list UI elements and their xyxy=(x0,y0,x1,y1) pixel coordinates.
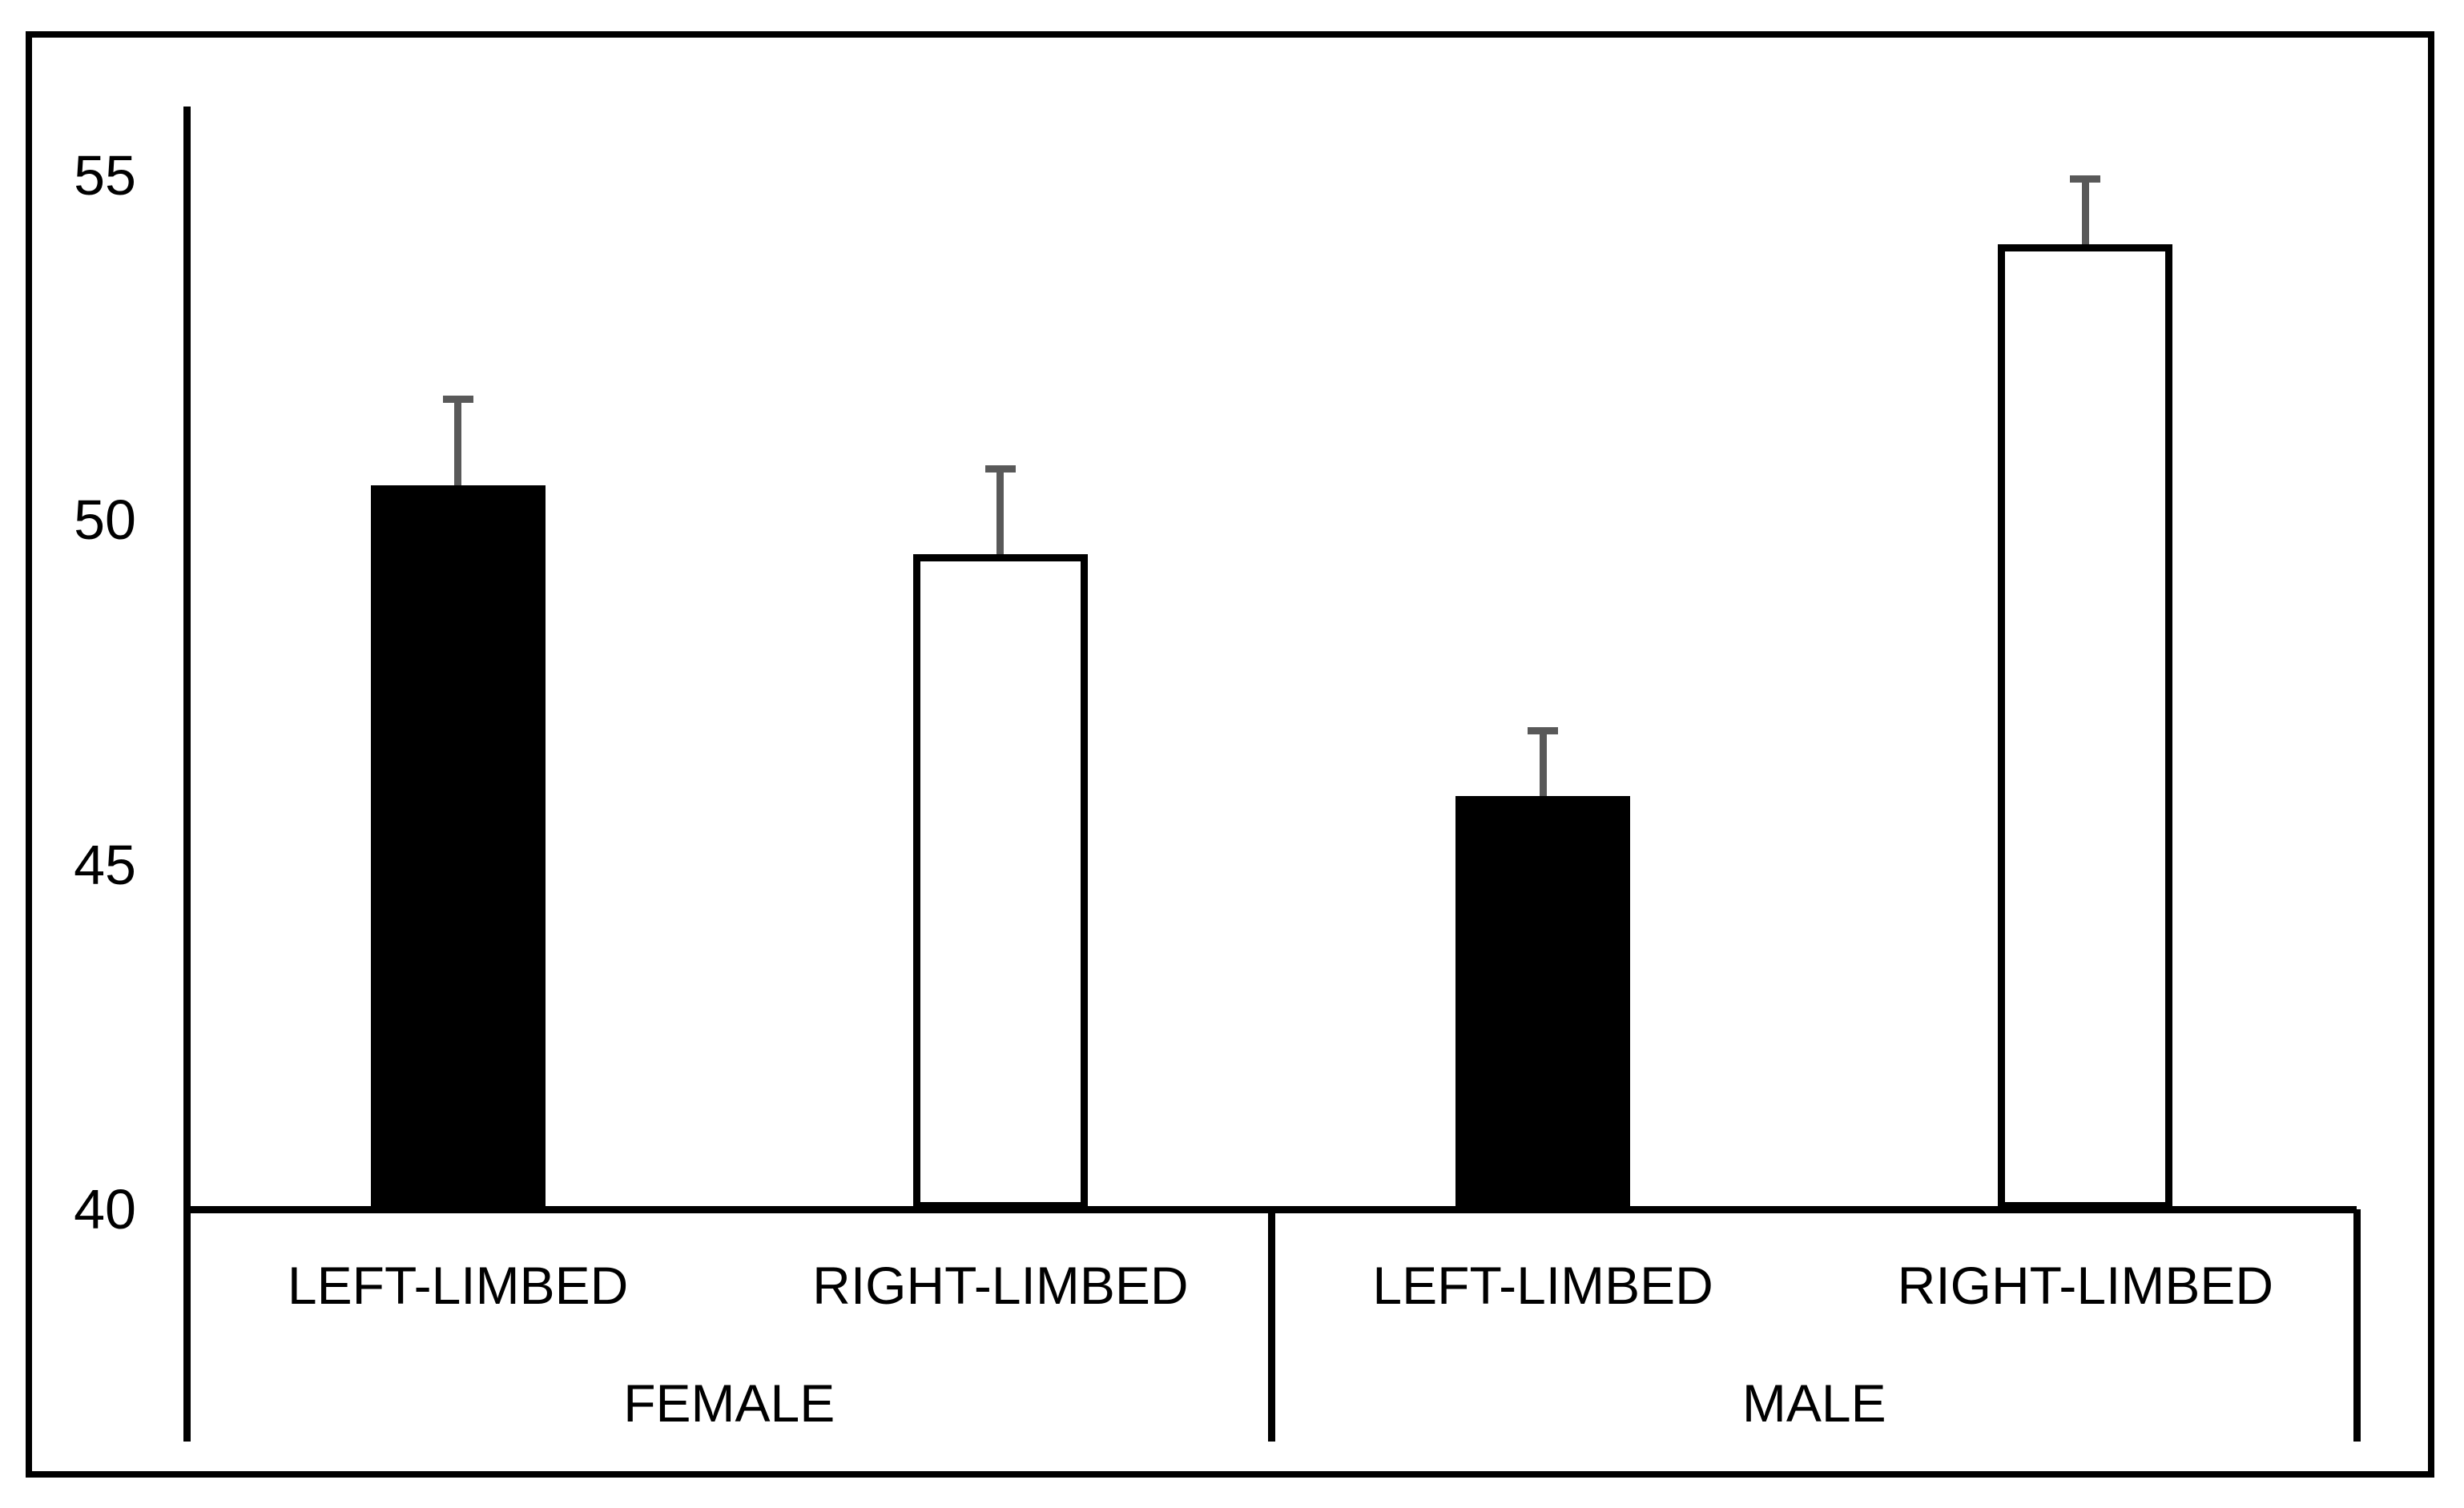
y-tick-label: 40 xyxy=(74,1178,136,1241)
category-axis-left-edge xyxy=(183,1209,191,1442)
error-bar-cap xyxy=(1528,726,1559,734)
y-axis-line xyxy=(183,107,191,1442)
group-label-female: FEMALE xyxy=(623,1373,835,1433)
figure-border xyxy=(26,31,2434,1478)
y-tick-label: 55 xyxy=(74,144,136,207)
plot-area xyxy=(187,107,2357,1209)
error-bar-line xyxy=(454,396,462,486)
bar-right-limbed-male xyxy=(1998,244,2173,1209)
bar-left-limbed-female xyxy=(370,485,546,1209)
bar-left-limbed-male xyxy=(1455,795,1631,1209)
group-label-male: MALE xyxy=(1741,1373,1886,1433)
error-bar-cap xyxy=(2070,175,2101,183)
subcategory-label: RIGHT-LIMBED xyxy=(812,1256,1189,1315)
subcategory-label: LEFT-LIMBED xyxy=(1372,1256,1713,1315)
group-divider-line xyxy=(1268,1209,1275,1442)
error-bar-line xyxy=(996,464,1005,555)
error-bar-line xyxy=(1539,726,1547,796)
error-bar-cap xyxy=(442,396,473,404)
y-tick-label: 45 xyxy=(74,833,136,896)
error-bar-cap xyxy=(984,464,1016,473)
error-bar-line xyxy=(2081,175,2089,245)
subcategory-label: LEFT-LIMBED xyxy=(287,1256,629,1315)
y-tick-label: 50 xyxy=(74,489,136,552)
bar-right-limbed-female xyxy=(912,554,1088,1209)
subcategory-label: RIGHT-LIMBED xyxy=(1897,1256,2274,1315)
category-axis: LEFT-LIMBED RIGHT-LIMBED LEFT-LIMBED RIGHT-… xyxy=(183,1209,2361,1442)
category-axis-right-edge xyxy=(2353,1209,2361,1442)
